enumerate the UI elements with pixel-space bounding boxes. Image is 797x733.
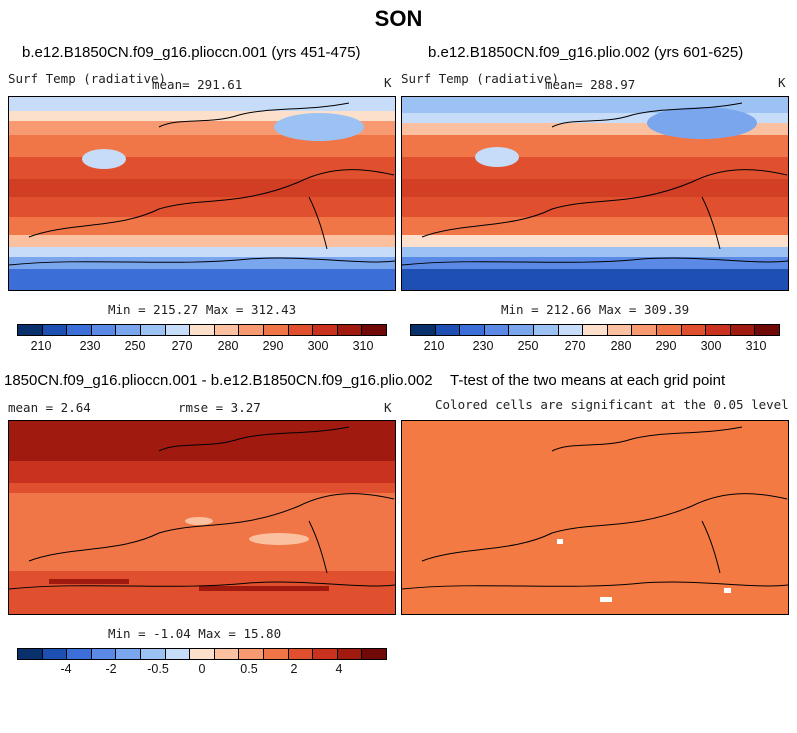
tick-label: 0 — [198, 662, 206, 676]
map-top-left — [8, 96, 396, 291]
ttest-map — [402, 421, 788, 614]
colorbar-segment — [239, 649, 264, 659]
tick-label: 210 — [423, 339, 445, 353]
tick-label: 250 — [517, 339, 539, 353]
colorbar-segment — [190, 649, 215, 659]
colorbar-segment — [140, 649, 166, 659]
minmax-top-right: Min = 212.66 Max = 309.39 — [501, 302, 690, 317]
tick-label: 270 — [171, 339, 193, 353]
mean-label-top-right: mean= 288.97 — [545, 77, 636, 92]
tick-label: -0.5 — [147, 662, 169, 676]
colorbar-segment — [362, 649, 386, 659]
panel-title-top-right: b.e12.B1850CN.f09_g16.plio.002 (yrs 601-… — [428, 44, 744, 61]
minmax-top-left: Min = 215.27 Max = 312.43 — [108, 302, 297, 317]
colorbar-segment — [140, 325, 166, 335]
tick-label: 300 — [700, 339, 722, 353]
temperature-map-top-left — [9, 97, 395, 290]
tick-label: 300 — [307, 339, 329, 353]
tick-label: -4 — [60, 662, 72, 676]
colorbar-segment — [42, 325, 68, 335]
colorbar-segment — [239, 325, 264, 335]
panel-title-top-left: b.e12.B1850CN.f09_g16.pliocсn.001 (yrs 4… — [22, 44, 361, 61]
tick-label: 310 — [352, 339, 374, 353]
tick-label: 280 — [610, 339, 632, 353]
colorbar-segment — [583, 325, 608, 335]
tick-label: 2 — [290, 662, 298, 676]
colorbar-segment — [288, 649, 314, 659]
colorbar-segment — [263, 649, 289, 659]
units-label-bottom-left: K — [384, 400, 392, 415]
units-label-top-right: K — [778, 75, 786, 90]
rmse-label-bottom-left: rmse = 3.27 — [178, 400, 261, 415]
colorbar-top-right — [410, 324, 780, 336]
units-label-top-left: K — [384, 75, 392, 90]
colorbar-segment — [509, 325, 534, 335]
colorbar-segment — [484, 325, 510, 335]
colorbar-segment — [67, 325, 92, 335]
map-bottom-right — [401, 420, 789, 615]
colorbar-segment — [165, 649, 191, 659]
colorbar-top-left — [17, 324, 387, 336]
colorbar-segment — [42, 649, 68, 659]
colorbar-segment — [313, 325, 338, 335]
tick-label: 290 — [262, 339, 284, 353]
tick-label: 310 — [745, 339, 767, 353]
colorbar-segment — [435, 325, 461, 335]
colorbar-segment — [411, 325, 436, 335]
variable-label-top-right: Surf Temp (radiative) — [401, 71, 560, 86]
colorbar-segment — [730, 325, 756, 335]
colorbar-segment — [337, 325, 363, 335]
colorbar-segment — [91, 649, 117, 659]
colorbar-segment — [18, 649, 43, 659]
difference-map — [9, 421, 395, 614]
colorbar-segment — [681, 325, 707, 335]
mean-label-bottom-left: mean = 2.64 — [8, 400, 91, 415]
tick-label: 280 — [217, 339, 239, 353]
figure-title: SON — [374, 6, 423, 31]
colorbar-segment — [67, 649, 92, 659]
colorbar-segment — [214, 325, 240, 335]
colorbar-segment — [632, 325, 657, 335]
minmax-bottom-left: Min = -1.04 Max = 15.80 — [108, 626, 282, 641]
colorbar-segment — [460, 325, 485, 335]
panel-subtitle-bottom-right: Colored cells are significant at the 0.0… — [435, 397, 789, 412]
tick-label: 230 — [79, 339, 101, 353]
colorbar-segment — [91, 325, 117, 335]
colorbar-segment — [656, 325, 682, 335]
colorbar-segment — [313, 649, 338, 659]
tick-label: 250 — [124, 339, 146, 353]
colorbar-segment — [165, 325, 191, 335]
variable-label-top-left: Surf Temp (radiative) — [8, 71, 167, 86]
tick-label: 270 — [564, 339, 586, 353]
tick-label: 210 — [30, 339, 52, 353]
colorbar-segment — [18, 325, 43, 335]
colorbar-segment — [362, 325, 386, 335]
tick-label: -2 — [105, 662, 117, 676]
tick-label: 290 — [655, 339, 677, 353]
mean-label-top-left: mean= 291.61 — [152, 77, 243, 92]
colorbar-segment — [288, 325, 314, 335]
colorbar-segment — [706, 325, 731, 335]
colorbar-segment — [337, 649, 363, 659]
colorbar-segment — [755, 325, 779, 335]
colorbar-segment — [607, 325, 633, 335]
temperature-map-top-right — [402, 97, 788, 290]
colorbar-segment — [533, 325, 559, 335]
tick-label: 0.5 — [240, 662, 258, 676]
tick-label: 4 — [335, 662, 343, 676]
colorbar-segment — [116, 325, 141, 335]
colorbar-segment — [214, 649, 240, 659]
colorbar-segment — [263, 325, 289, 335]
panel-title-bottom-left: 1850CN.f09_g16.pliocсn.001 - b.e12.B1850… — [4, 372, 433, 389]
colorbar-segment — [190, 325, 215, 335]
panel-title-bottom-right: T-test of the two means at each grid poi… — [450, 372, 726, 389]
tick-label: 230 — [472, 339, 494, 353]
colorbar-segment — [116, 649, 141, 659]
map-bottom-left — [8, 420, 396, 615]
map-top-right — [401, 96, 789, 291]
colorbar-bottom-left — [17, 648, 387, 660]
colorbar-segment — [558, 325, 584, 335]
